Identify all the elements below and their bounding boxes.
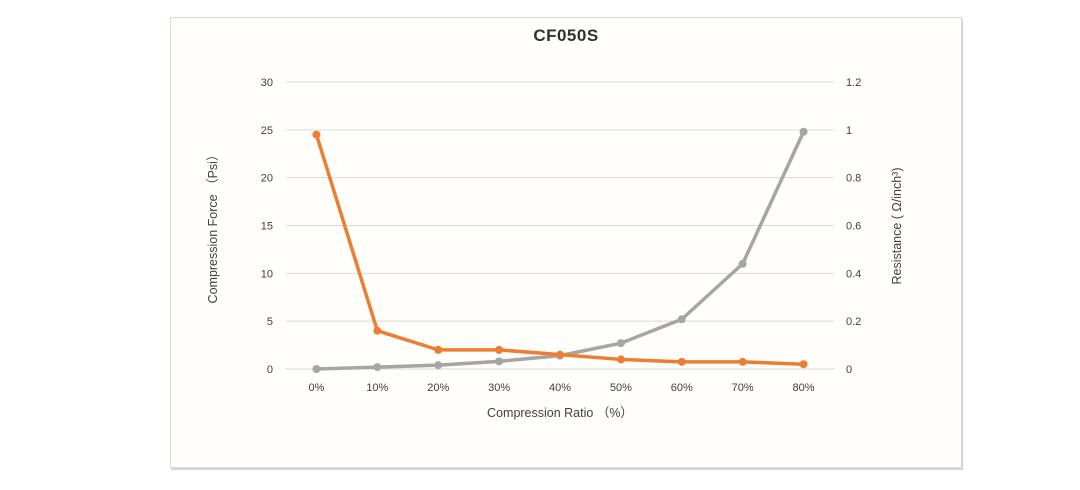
x-tick-label: 20% <box>427 382 449 394</box>
y-left-tick-label: 15 <box>261 221 273 233</box>
data-point-compression-force <box>312 365 321 373</box>
y-right-tick-label: 0.2 <box>846 316 861 328</box>
data-point-compression-force <box>434 361 443 370</box>
y-right-tick-label: 1 <box>846 125 852 137</box>
data-point-resistance <box>616 355 625 364</box>
data-point-resistance <box>495 345 504 354</box>
data-point-resistance <box>312 130 321 139</box>
series-line-resistance <box>314 132 806 366</box>
x-tick-label: 10% <box>366 382 388 394</box>
x-tick-label: 50% <box>610 382 632 394</box>
y-right-tick-label: 0.6 <box>846 221 861 233</box>
x-tick-label: 0% <box>308 382 324 394</box>
y-left-tick-label: 10 <box>261 268 273 280</box>
y-right-tick-label: 0.8 <box>846 173 861 185</box>
data-point-compression-force <box>495 357 504 366</box>
x-tick-label: 40% <box>549 382 571 394</box>
y-left-tick-label: 5 <box>267 316 273 328</box>
chart-canvas: 0 0 5 0.2 10 0.4 15 0.6 20 0.8 25 1 30 1.2 0% 10% 20% 30%… <box>261 77 862 394</box>
y-right-tick-label: 0.4 <box>846 268 861 280</box>
chart-card: CF050S Compression Force （Psi） Resistanc… <box>170 17 962 468</box>
data-point-compression-force <box>373 363 382 372</box>
y-left-tick-label: 30 <box>261 77 273 89</box>
data-point-compression-force <box>799 127 808 136</box>
data-point-resistance <box>799 360 808 369</box>
x-tick-label: 70% <box>732 382 754 394</box>
y-left-tick-label: 0 <box>267 364 273 376</box>
y-right-tick-label: 0 <box>846 364 852 376</box>
y-left-tick-label: 20 <box>261 173 273 185</box>
data-point-resistance <box>373 326 382 335</box>
x-tick-label: 30% <box>488 382 510 394</box>
x-tick-label: 60% <box>671 382 693 394</box>
data-point-compression-force <box>677 315 686 324</box>
data-point-compression-force <box>738 259 747 268</box>
chart-title: CF050S <box>533 26 599 45</box>
data-point-compression-force <box>616 339 625 348</box>
data-point-resistance <box>556 350 564 359</box>
y-right-tick-label: 1.2 <box>846 77 861 89</box>
data-point-resistance <box>738 357 747 366</box>
x-axis-title: Compression Ratio （%） <box>487 406 633 420</box>
x-tick-label: 80% <box>793 382 815 394</box>
data-point-resistance <box>677 357 686 366</box>
data-point-resistance <box>434 345 443 354</box>
y-left-tick-label: 25 <box>261 125 273 137</box>
